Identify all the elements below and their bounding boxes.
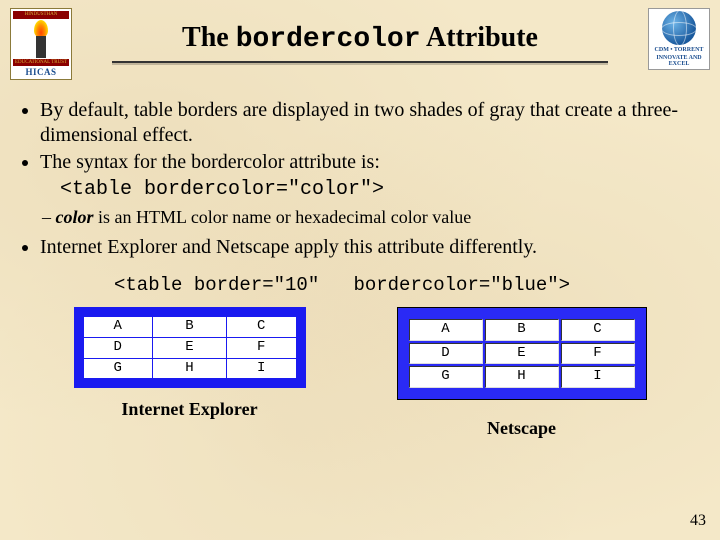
table-row: DEF xyxy=(79,337,301,358)
bullet-1: By default, table borders are displayed … xyxy=(40,98,702,148)
logo-right: CDM • TORRENT INNOVATE AND EXCEL xyxy=(648,8,710,70)
logo-left: HINDUSTHAN EDUCATIONAL TRUST HICAS xyxy=(10,8,72,80)
title-wrap: The bordercolor Attribute xyxy=(72,8,648,63)
logo-right-line1: CDM • TORRENT xyxy=(655,47,704,53)
cell: B xyxy=(485,319,559,341)
cell: A xyxy=(409,319,483,341)
bullet-list: By default, table borders are displayed … xyxy=(18,98,702,175)
cell: G xyxy=(409,366,483,388)
title-underline xyxy=(112,61,608,63)
title-post: Attribute xyxy=(421,22,538,53)
syntax-code: <table bordercolor="color"> xyxy=(60,177,702,202)
ns-caption: Netscape xyxy=(397,417,647,440)
page-number: 43 xyxy=(690,512,706,530)
sub-bullet-1: color is an HTML color name or hexadecim… xyxy=(42,206,702,229)
logo-left-label: HICAS xyxy=(25,67,56,77)
cell: E xyxy=(485,343,559,365)
slide-header: HINDUSTHAN EDUCATIONAL TRUST HICAS The b… xyxy=(0,0,720,80)
cell: D xyxy=(79,337,153,358)
sub-bullet-strong: color xyxy=(56,207,94,227)
globe-icon xyxy=(662,11,696,45)
content: By default, table borders are displayed … xyxy=(0,80,720,439)
ie-table: ABC DEF GHI xyxy=(74,307,306,388)
cell: C xyxy=(561,319,635,341)
bullet-2: The syntax for the bordercolor attribute… xyxy=(40,150,702,175)
sub-bullet-list: color is an HTML color name or hexadecim… xyxy=(18,206,702,229)
torch-icon xyxy=(26,20,56,58)
cell: A xyxy=(79,312,153,337)
table-row: GHI xyxy=(79,358,301,383)
cell: F xyxy=(227,337,301,358)
bullet-3: Internet Explorer and Netscape apply thi… xyxy=(40,235,702,260)
ie-column: ABC DEF GHI Internet Explorer xyxy=(74,307,306,421)
tables-row: ABC DEF GHI Internet Explorer ABC DEF GH… xyxy=(18,307,702,439)
logo-left-banner-bottom: EDUCATIONAL TRUST xyxy=(13,59,69,67)
bullet-list-2: Internet Explorer and Netscape apply thi… xyxy=(18,235,702,260)
sub-bullet-rest: is an HTML color name or hexadecimal col… xyxy=(94,207,472,227)
cell: I xyxy=(227,358,301,383)
title-pre: The xyxy=(182,22,236,53)
table-row: ABC xyxy=(79,312,301,337)
cell: D xyxy=(409,343,483,365)
cell: B xyxy=(153,312,227,337)
cell: C xyxy=(227,312,301,337)
table-row: GHI xyxy=(409,366,635,388)
ie-caption: Internet Explorer xyxy=(74,398,306,421)
table-row: ABC xyxy=(409,319,635,341)
cell: I xyxy=(561,366,635,388)
ns-table-border: ABC DEF GHI xyxy=(397,307,647,400)
logo-left-banner-top: HINDUSTHAN xyxy=(13,11,69,19)
ns-column: ABC DEF GHI Netscape xyxy=(397,307,647,439)
title-code: bordercolor xyxy=(236,24,421,55)
cell: H xyxy=(485,366,559,388)
example-code: <table border="10" bordercolor="blue"> xyxy=(114,274,702,298)
ns-table: ABC DEF GHI xyxy=(407,317,637,390)
slide-title: The bordercolor Attribute xyxy=(72,22,648,55)
cell: G xyxy=(79,358,153,383)
cell: F xyxy=(561,343,635,365)
cell: E xyxy=(153,337,227,358)
logo-right-line2: INNOVATE AND EXCEL xyxy=(651,55,707,67)
table-row: DEF xyxy=(409,343,635,365)
cell: H xyxy=(153,358,227,383)
